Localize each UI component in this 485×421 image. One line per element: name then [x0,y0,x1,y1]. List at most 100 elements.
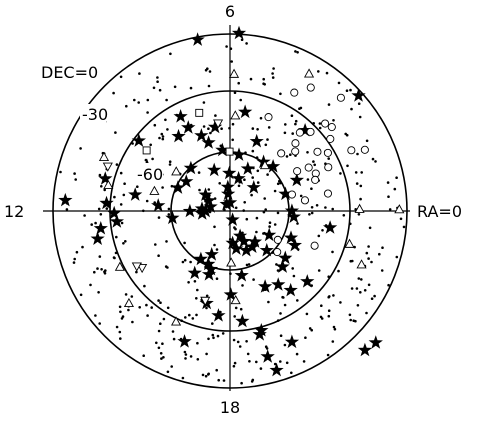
star-point [233,228,248,242]
dot-point [254,360,258,364]
dot-point [146,314,149,317]
dot-point [113,256,116,260]
dot-point [363,289,367,292]
dot-point [123,182,126,185]
square-point [225,147,234,156]
dot-point [262,210,266,214]
dot-point [245,217,249,221]
dot-point [236,340,240,344]
star-point [259,242,274,257]
dot-point [118,330,122,334]
star-point [220,179,235,194]
dot-point [158,88,162,92]
dot-point [166,306,170,310]
dot-point [381,246,384,249]
dot-point [317,234,321,238]
star-point [222,165,237,180]
dot-point [160,132,164,136]
circle-point [336,93,345,102]
circle-point [277,149,286,158]
circle-point [291,139,300,148]
dot-point [399,217,403,221]
dot-point [272,67,275,70]
dot-point [350,287,354,290]
dot-point [245,263,249,267]
dot-point [367,245,370,248]
dot-point [332,325,336,329]
star-point [235,313,250,328]
triangle-point [171,166,182,176]
star-point [278,250,293,265]
dot-point [127,308,130,312]
dot-point [276,269,280,272]
star-point [287,237,302,252]
dot-point [350,107,353,111]
dot-point [368,226,372,230]
dot-point [146,98,150,102]
dot-point [216,334,220,338]
dot-point [153,123,157,127]
dot-point [282,296,285,299]
dot-point [130,295,134,298]
dot-point [221,332,225,335]
dot-point [170,365,173,368]
dot-point [262,77,266,81]
dot-point [196,341,199,345]
dot-point [211,322,214,325]
dot-point [161,137,165,141]
circle-point [313,147,322,156]
dot-point [204,374,208,378]
dot-point [279,312,282,315]
dot-point [321,229,324,232]
dot-point [234,306,238,310]
label-dec-0: DEC=0 [41,63,98,82]
dot-point [367,257,370,260]
dot-point [365,311,368,315]
dot-point [266,173,269,176]
star-point [219,196,234,211]
circle-point [291,147,300,156]
dot-point [98,322,101,325]
dot-point [279,360,282,363]
dot-point [172,337,176,341]
dot-point [195,313,198,317]
dot-point [243,201,246,204]
dot-point [310,206,314,209]
star-point [204,247,219,261]
dot-point [264,345,268,349]
dot-point [264,143,268,147]
dot-point [103,188,106,192]
dot-point [97,207,101,211]
dot-point [251,127,255,130]
star-point [207,119,223,134]
dot-point [358,115,362,119]
inverted-triangle-point [137,263,148,274]
dot-point [359,197,362,201]
dot-point [157,254,160,257]
dot-point [205,306,208,310]
dot-point [268,225,271,228]
dot-point [312,122,316,125]
circle-point [306,83,315,92]
dot-point [98,173,102,177]
dot-point [359,291,362,294]
dot-point [218,182,221,185]
dot-point [245,42,248,45]
dot-point [220,127,223,130]
dot-point [263,83,267,86]
dot-point [119,203,123,206]
dot-point [346,164,349,168]
dot-point [75,250,79,254]
star-point [109,214,124,228]
dot-point [151,157,154,161]
dot-point [279,181,282,185]
dot-point [93,270,96,274]
dot-point [173,85,177,89]
star-point [131,133,146,147]
dot-point [205,352,208,356]
dot-point [124,293,128,296]
dot-point [156,76,159,79]
dot-point [296,299,299,302]
dot-point [161,186,164,189]
dot-point [213,243,216,247]
